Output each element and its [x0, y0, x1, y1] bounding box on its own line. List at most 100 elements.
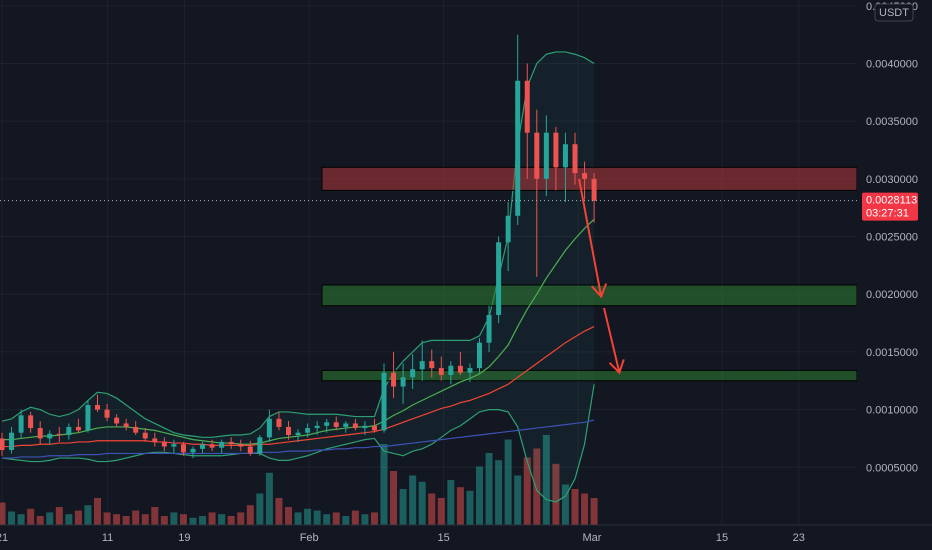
volume-bar: [275, 498, 283, 525]
volume-bar: [361, 514, 369, 525]
time-tick-label: 15: [437, 532, 449, 544]
candle: [123, 418, 129, 431]
volume-bar: [590, 498, 598, 525]
volume-bar: [94, 498, 101, 525]
candle-body: [505, 215, 511, 243]
candle: [572, 132, 578, 185]
volume-bar: [523, 457, 531, 525]
volume-bar: [237, 512, 245, 525]
volume-bar: [285, 507, 292, 525]
candle: [591, 173, 597, 223]
candle: [266, 409, 272, 442]
candle: [371, 418, 377, 433]
candle-body: [429, 361, 435, 369]
bollinger-lower-line: [1, 384, 595, 503]
candle: [419, 340, 425, 381]
volume-bar: [428, 493, 436, 525]
candle: [133, 421, 139, 435]
candle: [114, 414, 120, 427]
candle: [219, 439, 225, 454]
candle-body: [0, 438, 5, 450]
volume-bar: [113, 514, 121, 525]
bar-countdown: 03:27:31: [866, 208, 909, 220]
volume-bar: [294, 512, 302, 525]
volume-bar: [65, 514, 73, 525]
volume-bar: [332, 512, 340, 525]
candle-body: [209, 444, 215, 448]
volume-bar: [466, 490, 474, 525]
candle: [524, 63, 530, 179]
volume-bar: [552, 463, 560, 525]
candle-body: [266, 418, 272, 438]
candle: [562, 132, 568, 202]
candle-body: [477, 342, 482, 369]
candle: [352, 418, 358, 431]
volume-bar: [199, 516, 207, 525]
volume-bar: [390, 471, 398, 525]
candle-body: [534, 132, 540, 179]
volume-bar: [84, 505, 92, 525]
candle: [180, 441, 186, 456]
volume-bar: [227, 516, 235, 525]
candle-body: [171, 444, 177, 447]
time-tick-label: Feb: [300, 532, 319, 544]
candle: [410, 354, 416, 389]
volume-bar: [342, 516, 350, 525]
volume-bars: [0, 435, 598, 525]
time-axis-bg: [0, 525, 932, 550]
candle-body: [295, 432, 301, 435]
time-axis[interactable]: 21 11 19 Feb 15 Mar 15 23: [0, 524, 932, 550]
price-axis[interactable]: 0.00450000.00400000.00350000.00300000.00…: [857, 0, 932, 550]
candle-body: [123, 423, 129, 427]
candle-body: [28, 415, 34, 429]
current-price-badge: 0.0028113 03:27:31: [862, 192, 918, 221]
candle-body: [333, 422, 339, 427]
candle: [56, 426, 62, 442]
candle: [534, 109, 540, 277]
candle-body: [286, 426, 291, 435]
currency-badge[interactable]: USDT: [874, 3, 914, 22]
candle: [104, 403, 110, 422]
candle-body: [496, 242, 502, 315]
candle-body: [343, 423, 349, 427]
volume-bar: [122, 516, 130, 525]
candle-body: [324, 422, 330, 426]
candle-body: [276, 418, 282, 427]
volume-bar: [170, 512, 178, 525]
volume-bar: [351, 510, 359, 525]
candle: [295, 429, 301, 442]
candle-body: [467, 368, 473, 373]
price-tick-label: 0.0030000: [866, 174, 918, 186]
forecast-arrow[interactable]: [578, 178, 608, 299]
price-zones[interactable]: [321, 166, 858, 382]
volume-bar: [304, 508, 312, 525]
candle-body: [200, 444, 206, 449]
candle: [276, 411, 282, 431]
volume-bar: [370, 512, 378, 525]
candle: [95, 394, 100, 412]
candle-body: [66, 426, 72, 435]
candle: [362, 421, 368, 435]
support-zone[interactable]: [321, 284, 858, 307]
volume-bar: [218, 514, 226, 525]
candle: [333, 416, 339, 431]
volume-bar: [514, 475, 522, 525]
forecast-arrow[interactable]: [603, 307, 625, 375]
candle-body: [486, 315, 492, 343]
candle: [47, 430, 53, 445]
forecast-arrows[interactable]: [578, 178, 625, 375]
volume-bar: [561, 484, 569, 525]
candle-body: [219, 441, 225, 448]
candle-body: [56, 433, 62, 435]
volume-bar: [46, 512, 54, 525]
volume-bar: [456, 487, 464, 525]
volume-bar: [208, 512, 216, 525]
candle-body: [362, 425, 368, 429]
resistance-zone[interactable]: [321, 166, 858, 191]
candle: [505, 201, 511, 272]
candle: [142, 428, 148, 442]
candle: [66, 423, 72, 440]
time-tick-label: 11: [102, 532, 113, 544]
